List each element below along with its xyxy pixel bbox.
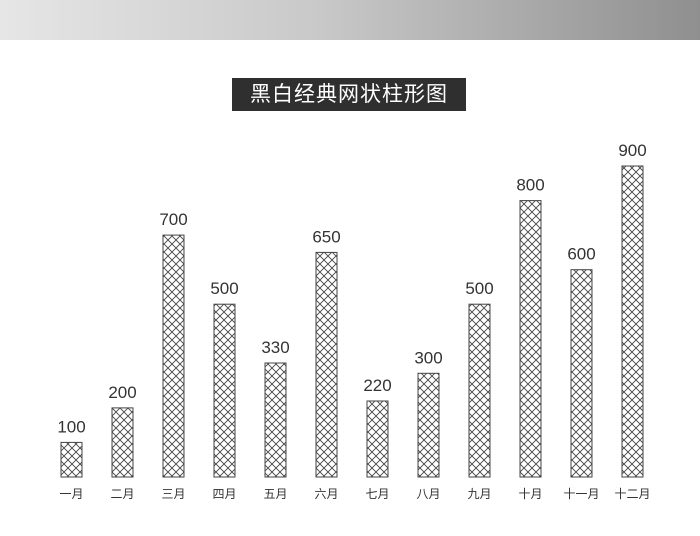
- category-label-11: 十一月: [563, 487, 599, 501]
- bar-3: [162, 234, 185, 478]
- category-label-3: 三月: [161, 487, 185, 501]
- value-label-5: 330: [261, 338, 289, 357]
- category-label-9: 九月: [467, 487, 491, 501]
- bar-6: [315, 251, 338, 478]
- bar-2: [111, 407, 134, 478]
- value-label-12: 900: [618, 141, 646, 160]
- value-label-8: 300: [414, 348, 442, 367]
- category-label-10: 十月: [518, 487, 542, 501]
- category-label-5: 五月: [263, 487, 287, 501]
- value-label-11: 600: [567, 245, 595, 264]
- bar-10: [519, 200, 542, 478]
- chart-title: 黑白经典网状柱形图: [232, 78, 466, 111]
- category-label-1: 一月: [59, 487, 83, 501]
- category-label-8: 八月: [416, 487, 440, 501]
- value-label-1: 100: [57, 417, 85, 436]
- bars-group: [60, 165, 644, 478]
- category-label-4: 四月: [212, 487, 236, 501]
- bar-7: [366, 400, 389, 478]
- bar-4: [213, 303, 236, 478]
- value-label-10: 800: [516, 176, 544, 195]
- bar-12: [621, 165, 644, 478]
- bar-5: [264, 362, 287, 478]
- category-label-2: 二月: [110, 487, 134, 501]
- value-label-7: 220: [363, 376, 391, 395]
- value-label-9: 500: [465, 279, 493, 298]
- bar-9: [468, 303, 491, 478]
- value-label-3: 700: [159, 210, 187, 229]
- top-banner: [0, 0, 700, 40]
- bar-1: [60, 441, 83, 478]
- category-label-12: 十二月: [614, 487, 650, 501]
- value-label-4: 500: [210, 279, 238, 298]
- category-label-6: 六月: [314, 487, 338, 501]
- value-label-6: 650: [312, 227, 340, 246]
- category-label-7: 七月: [365, 487, 389, 501]
- category-labels-group: 一月 二月 三月 四月 五月 六月 七月 八月 九月 十月 十一月 十二月: [59, 487, 650, 501]
- bar-8: [417, 372, 440, 478]
- bar-11: [570, 269, 593, 478]
- value-labels-group: 100 200 700 500 330 650 220 300 500 800 600 900: [57, 141, 646, 436]
- value-label-2: 200: [108, 383, 136, 402]
